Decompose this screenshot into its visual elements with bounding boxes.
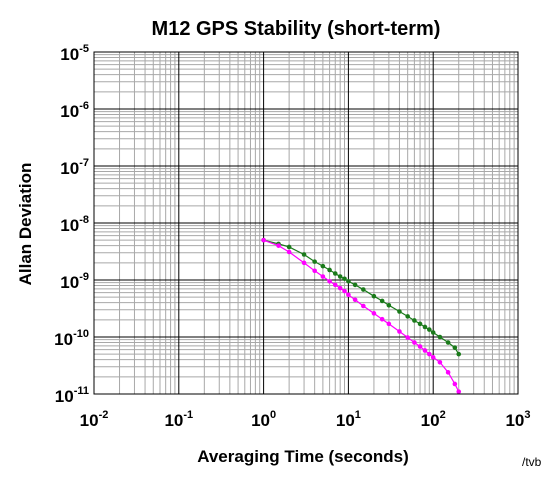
y-tick-label: 10-6 (60, 100, 89, 121)
y-tick-label: 10-9 (60, 271, 89, 292)
data-point (445, 370, 451, 375)
data-point (371, 311, 377, 316)
x-tick-label: 10-1 (164, 409, 193, 430)
y-tick-labels: 10-11 10-10 10-9 10-8 10-7 10-6 10-5 (54, 43, 89, 406)
data-point (286, 249, 292, 255)
y-tick-label: 10-7 (60, 157, 89, 178)
data-point (352, 282, 358, 288)
data-point (405, 335, 410, 340)
data-point (397, 329, 402, 334)
series-2 (261, 237, 462, 394)
data-point (456, 351, 462, 357)
plot-frame (93, 51, 519, 395)
data-point (456, 389, 462, 394)
data-point (417, 344, 423, 349)
x-tick-labels: 10-2 10-1 100 101 102 103 (80, 409, 531, 430)
data-point (301, 252, 307, 257)
data-point (427, 351, 432, 357)
data-point (430, 355, 436, 360)
data-point (379, 298, 385, 304)
y-tick-label: 10-11 (55, 385, 89, 406)
data-point (437, 359, 443, 365)
data-point (301, 260, 307, 266)
x-tick-label: 101 (336, 409, 361, 430)
data-point (412, 340, 417, 345)
data-point (405, 314, 410, 319)
data-point (320, 274, 326, 279)
data-point (327, 278, 332, 284)
y-tick-label: 10-10 (54, 328, 89, 349)
data-point (427, 327, 432, 332)
credit-label: /tvb (522, 455, 542, 469)
data-point (342, 276, 347, 282)
x-tick-label: 10-2 (80, 409, 109, 430)
data-point (352, 297, 358, 303)
data-point (437, 334, 443, 340)
data-point (397, 309, 402, 314)
data-point (452, 381, 458, 387)
data-point (371, 293, 377, 299)
data-point (332, 271, 338, 276)
data-point (379, 316, 385, 322)
y-tick-label: 10-5 (60, 43, 89, 64)
data-point (445, 340, 451, 345)
x-tick-label: 100 (251, 409, 276, 430)
data-point (320, 263, 326, 269)
data-point (412, 318, 417, 323)
chart-title: M12 GPS Stability (short-term) (152, 18, 441, 40)
data-point (386, 302, 392, 308)
data-point (337, 285, 343, 291)
data-point (386, 321, 392, 327)
data-point (422, 324, 428, 330)
x-tick-label: 103 (505, 409, 530, 430)
data-point (332, 282, 338, 288)
data-point (261, 237, 266, 243)
data-point (276, 243, 281, 248)
data-point (346, 278, 351, 284)
data-point (346, 292, 351, 298)
data-point (361, 287, 366, 292)
x-axis-title: Averaging Time (seconds) (197, 447, 409, 466)
data-point (312, 268, 317, 274)
y-tick-label: 10-8 (60, 214, 89, 235)
data-point (417, 321, 423, 327)
y-axis-title: Allan Deviation (16, 163, 35, 286)
data-point (337, 274, 343, 279)
data-point (327, 267, 332, 273)
data-point (342, 288, 347, 294)
x-tick-label: 102 (421, 409, 446, 430)
data-point (422, 348, 428, 353)
data-point (286, 244, 292, 250)
data-point (361, 303, 366, 309)
data-point (312, 259, 317, 264)
data-point (430, 330, 436, 335)
data-point (452, 345, 458, 350)
series-layer (261, 237, 462, 394)
